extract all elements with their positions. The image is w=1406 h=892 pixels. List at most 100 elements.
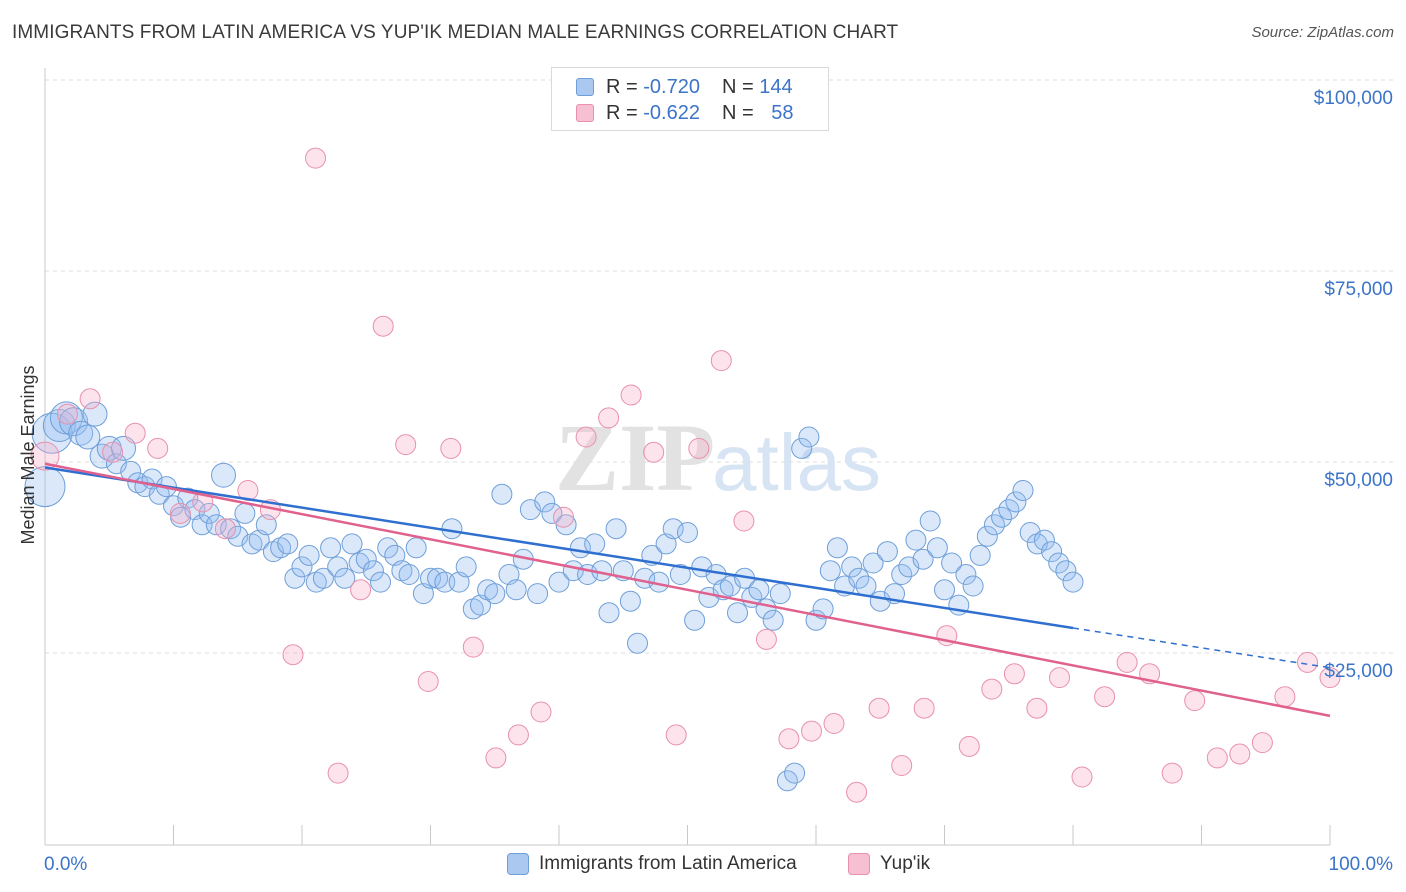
data-point bbox=[643, 441, 665, 463]
y-tick-label: $25,000 bbox=[1324, 661, 1393, 682]
data-point bbox=[417, 671, 439, 692]
data-point bbox=[555, 514, 577, 536]
y-tick-label: $75,000 bbox=[1324, 279, 1393, 300]
data-point bbox=[214, 518, 236, 540]
data-point bbox=[305, 147, 326, 169]
data-point bbox=[598, 602, 620, 624]
data-point bbox=[362, 560, 384, 582]
trend-line-yupik bbox=[44, 462, 1331, 718]
data-point bbox=[669, 564, 691, 585]
data-point bbox=[248, 529, 270, 551]
data-point bbox=[327, 762, 349, 784]
data-point bbox=[291, 556, 313, 578]
data-point bbox=[976, 525, 998, 547]
data-point bbox=[778, 728, 800, 750]
data-point bbox=[769, 583, 791, 605]
data-point bbox=[277, 533, 299, 555]
data-point bbox=[405, 537, 427, 559]
data-point bbox=[1026, 697, 1048, 719]
data-point bbox=[605, 518, 627, 540]
data-point bbox=[891, 755, 913, 776]
data-point bbox=[584, 533, 606, 555]
data-point bbox=[962, 575, 984, 597]
data-point bbox=[710, 350, 732, 372]
stats-legend: R = -0.720 N = 144 R = -0.622 N = 58 bbox=[551, 67, 829, 131]
n-value: 144 bbox=[759, 75, 793, 98]
data-point bbox=[111, 435, 136, 461]
data-point bbox=[784, 762, 806, 784]
data-point bbox=[455, 556, 477, 578]
data-point bbox=[755, 628, 777, 650]
data-point bbox=[147, 437, 169, 459]
data-point bbox=[1184, 690, 1206, 712]
data-point bbox=[169, 502, 191, 524]
data-point bbox=[665, 724, 687, 746]
data-point bbox=[798, 426, 820, 448]
data-point bbox=[926, 537, 948, 559]
data-point bbox=[905, 529, 927, 551]
data-point bbox=[733, 510, 755, 532]
data-point bbox=[841, 556, 863, 578]
y-tick-label: $50,000 bbox=[1324, 470, 1393, 491]
data-point bbox=[677, 522, 698, 543]
data-point bbox=[823, 713, 845, 734]
data-point bbox=[934, 579, 955, 601]
data-point bbox=[819, 560, 841, 582]
data-point bbox=[958, 735, 980, 757]
data-point bbox=[241, 533, 263, 555]
x-tick-label: 0.0% bbox=[44, 854, 87, 875]
data-point bbox=[237, 480, 259, 501]
data-point bbox=[124, 422, 146, 444]
data-point bbox=[848, 567, 870, 589]
data-point bbox=[688, 437, 710, 459]
data-point bbox=[534, 491, 556, 513]
data-point bbox=[1251, 732, 1273, 754]
data-point bbox=[868, 697, 890, 719]
legend-label-yupik: Yup'ik bbox=[880, 853, 931, 874]
data-point bbox=[1041, 541, 1063, 563]
trend-lines bbox=[44, 462, 1331, 718]
data-point bbox=[68, 420, 94, 446]
data-point bbox=[491, 483, 513, 505]
data-point bbox=[748, 579, 770, 601]
data-point bbox=[398, 564, 420, 585]
data-point bbox=[955, 564, 977, 585]
data-point bbox=[282, 644, 304, 666]
data-point bbox=[412, 583, 434, 605]
data-point bbox=[1319, 667, 1341, 689]
legend-label-latin-america: Immigrants from Latin America bbox=[539, 853, 797, 874]
data-point bbox=[477, 579, 499, 601]
watermark: ZIP atlas bbox=[555, 404, 881, 511]
stats-row-yupik: R = -0.622 N = 58 bbox=[576, 101, 793, 125]
data-point bbox=[969, 544, 991, 566]
data-point bbox=[320, 537, 342, 559]
data-point bbox=[812, 598, 834, 620]
x-tick-label: 100.0% bbox=[1329, 854, 1394, 875]
data-point bbox=[981, 678, 1003, 700]
data-point bbox=[470, 594, 491, 616]
data-point bbox=[75, 424, 101, 450]
data-point bbox=[684, 609, 706, 631]
r-label: R = bbox=[606, 101, 638, 124]
data-point bbox=[1229, 743, 1251, 765]
data-point bbox=[548, 571, 570, 593]
legend-item-latin-america: Immigrants from Latin America bbox=[507, 852, 797, 876]
y-tick-label: $100,000 bbox=[1314, 88, 1393, 109]
data-point bbox=[598, 407, 620, 429]
data-point bbox=[1116, 651, 1138, 673]
data-point bbox=[553, 506, 574, 528]
watermark-atlas: atlas bbox=[712, 418, 881, 507]
data-point bbox=[1161, 762, 1183, 784]
trend-line-extension bbox=[1072, 627, 1331, 669]
tick-labels: $100,000 $75,000 $50,000 $25,000 0.0% 100.0% bbox=[44, 88, 1393, 875]
data-point bbox=[462, 598, 484, 620]
data-point bbox=[791, 437, 813, 459]
chart-title: IMMIGRANTS FROM LATIN AMERICA VS YUP'IK … bbox=[12, 22, 899, 43]
data-point bbox=[1048, 552, 1070, 574]
data-point bbox=[801, 720, 822, 742]
data-point bbox=[527, 583, 549, 605]
stats-row-latin-america: R = -0.720 N = 144 bbox=[576, 75, 793, 99]
data-point bbox=[912, 548, 934, 570]
n-value: 58 bbox=[771, 101, 794, 124]
